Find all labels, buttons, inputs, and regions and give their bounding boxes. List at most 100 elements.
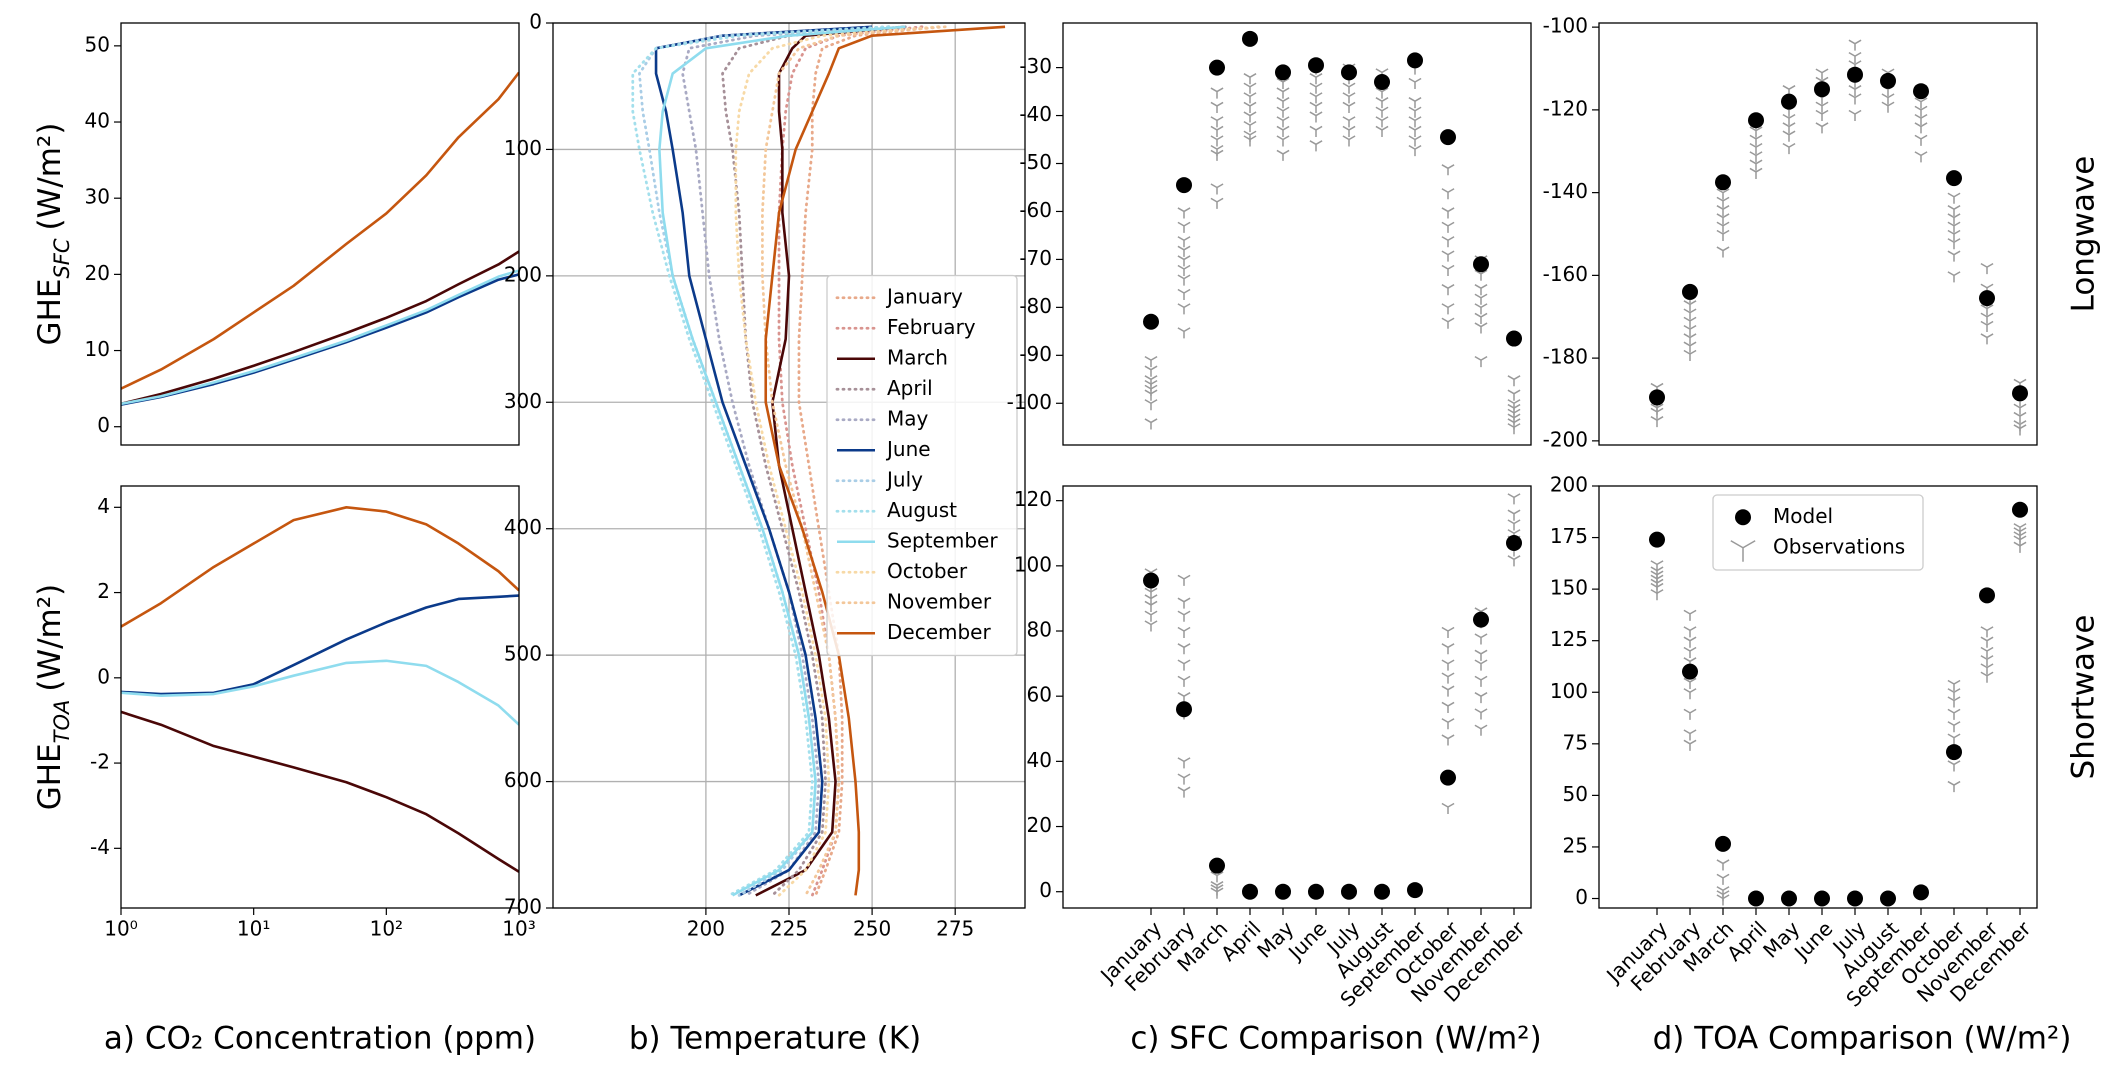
observation-marker (1177, 264, 1191, 277)
line (681, 25, 891, 897)
y-tick-label: 700 (504, 895, 542, 919)
observation-marker (1408, 116, 1422, 128)
axes-frame (120, 485, 520, 909)
observation-marker (1144, 355, 1158, 368)
observation-marker (1309, 82, 1323, 94)
observation-marker (1276, 97, 1290, 109)
observation-marker (1848, 93, 1862, 105)
observation-marker (1309, 140, 1323, 152)
observation-marker (1276, 125, 1290, 137)
model-marker (1913, 884, 1929, 901)
observation-marker (1309, 125, 1323, 137)
observation-marker (1683, 708, 1697, 720)
observation-marker (1848, 51, 1862, 64)
observation-marker (1408, 97, 1422, 109)
line (761, 25, 947, 897)
observation-marker (1474, 312, 1488, 324)
observation-marker (1177, 245, 1191, 257)
model-marker (1814, 81, 1830, 98)
plot-area (1143, 493, 1522, 900)
model-marker (1506, 330, 1522, 347)
observation-marker (1650, 416, 1664, 428)
model-marker (1440, 129, 1456, 146)
observation-marker (1683, 341, 1697, 353)
y-tick-label: 80 (1027, 618, 1052, 642)
observation-marker (1210, 101, 1224, 113)
y-tick-label: -200 (1543, 427, 1588, 451)
observation-marker (1683, 300, 1697, 312)
y-tick-label: 40 (85, 109, 110, 133)
observation-marker (1375, 116, 1389, 128)
legend-swatch (1735, 509, 1751, 526)
observation-marker (2013, 411, 2027, 424)
observation-marker (1815, 68, 1829, 80)
y-label-sub: TOA (50, 700, 74, 744)
observation-marker (1177, 207, 1191, 219)
observation-marker (1342, 82, 1356, 94)
line (121, 250, 519, 406)
line (658, 25, 906, 897)
line (121, 710, 519, 873)
observation-marker (1683, 636, 1697, 648)
observation-marker (1914, 134, 1928, 146)
observation-marker (1177, 773, 1191, 785)
observation-marker (1441, 685, 1455, 697)
model-marker (1176, 177, 1192, 194)
x-tick-label: 10¹ (237, 917, 270, 941)
y-tick-label: 4 (97, 494, 110, 518)
observation-marker (1441, 250, 1455, 262)
observation-marker (1441, 164, 1455, 176)
y-tick-label: -90 (1019, 342, 1052, 366)
legend-label: May (887, 406, 929, 430)
observation-marker (1914, 122, 1928, 134)
legend: Model Observations (1712, 494, 1924, 571)
model-marker (1308, 57, 1324, 74)
observation-marker (1309, 73, 1323, 85)
observation-marker (1144, 620, 1158, 632)
legend-label: February (887, 315, 976, 339)
observation-marker (1408, 135, 1422, 147)
axes-frame (1062, 22, 1532, 446)
observation-marker (1210, 135, 1224, 147)
model-marker (2012, 501, 2028, 518)
observation-marker (1716, 196, 1730, 208)
x-tick-label: 10² (370, 917, 403, 941)
observation-marker (1408, 106, 1422, 118)
model-marker (1979, 587, 1995, 604)
observation-marker (1177, 303, 1191, 315)
observation-marker (1683, 333, 1697, 345)
legend-label: November (887, 589, 992, 613)
observation-marker (1947, 780, 1961, 793)
observation-marker (1716, 246, 1730, 258)
model-marker (1341, 64, 1357, 81)
observation-marker (1815, 122, 1829, 134)
observation-marker (1441, 643, 1455, 655)
observation-marker (2013, 424, 2027, 436)
observation-marker (1848, 85, 1862, 97)
model-marker (1979, 290, 1995, 307)
y-tick-label: -40 (1019, 102, 1052, 126)
model-marker (1715, 835, 1731, 852)
line (121, 594, 519, 696)
x-tick-label: 10⁰ (104, 917, 137, 941)
y-tick-label: -120 (1543, 96, 1588, 120)
y-tick-label: 30 (85, 185, 110, 209)
observation-marker (1474, 659, 1488, 671)
x-axis-label: c) SFC Comparison (W/m²) (1130, 1021, 1541, 1057)
observation-marker (1375, 125, 1389, 137)
model-marker (1946, 170, 1962, 187)
observation-marker (1243, 101, 1257, 113)
observation-marker (1177, 236, 1191, 248)
legend-swatch (1730, 540, 1756, 562)
observation-marker (1683, 729, 1697, 741)
observation-marker (1980, 646, 1994, 659)
observation-marker (1683, 325, 1697, 337)
observation-marker (1947, 760, 1961, 772)
observation-marker (1507, 519, 1521, 531)
model-marker (1374, 883, 1390, 900)
observation-marker (1441, 626, 1455, 639)
axes-frame (120, 22, 520, 446)
observation-marker (1441, 718, 1455, 730)
y-tick-label: -180 (1543, 345, 1588, 369)
